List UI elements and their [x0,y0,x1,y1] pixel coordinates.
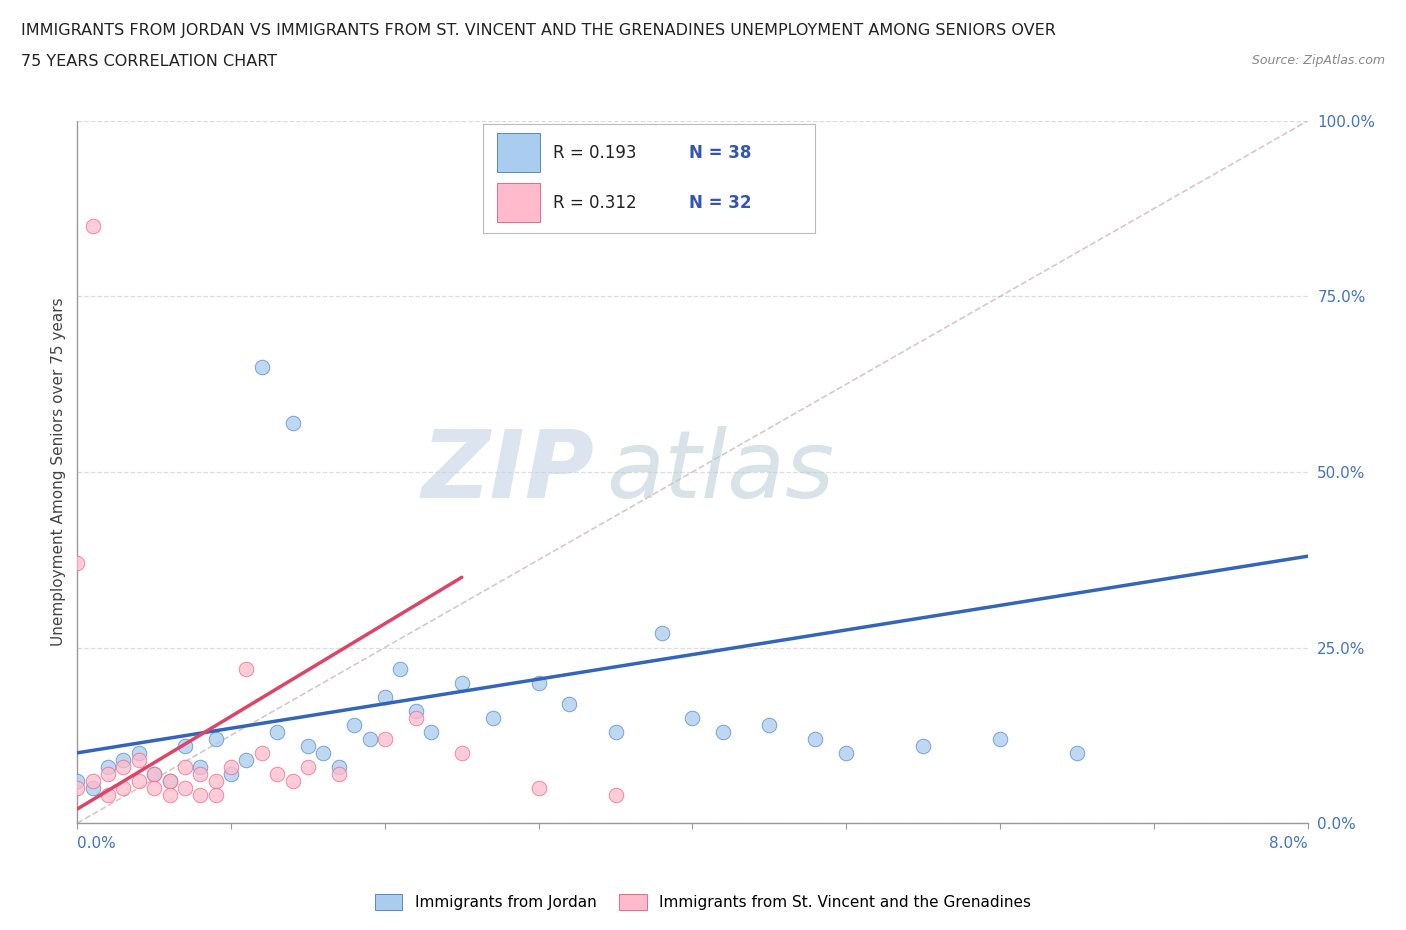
Point [190,760,212,775]
Point [711,724,734,739]
Point [281,416,304,431]
Point [988,731,1011,746]
Point [312,746,335,761]
Point [527,675,550,690]
Text: ZIP: ZIP [422,426,595,518]
Point [174,738,197,753]
Text: 0.0%: 0.0% [77,836,117,851]
Point [174,780,197,795]
Point [204,788,226,803]
Point [758,717,780,732]
Point [159,774,181,789]
Point [450,675,472,690]
Point [235,752,257,767]
Text: 75 YEARS CORRELATION CHART: 75 YEARS CORRELATION CHART [21,54,277,69]
Point [558,697,581,711]
Point [82,780,104,795]
Point [835,746,858,761]
Point [297,760,319,775]
Point [389,661,412,676]
Point [374,689,396,704]
Point [219,760,242,775]
Text: 8.0%: 8.0% [1268,836,1308,851]
Point [281,774,304,789]
Point [682,711,704,725]
Point [112,760,135,775]
Point [481,711,503,725]
Point [204,774,226,789]
Point [359,731,381,746]
Point [190,766,212,781]
Point [405,711,427,725]
Point [174,760,197,775]
Point [97,766,120,781]
Point [605,788,627,803]
Point [128,752,150,767]
Y-axis label: Unemployment Among Seniors over 75 years: Unemployment Among Seniors over 75 years [51,298,66,646]
Point [1066,746,1088,761]
Text: Source: ZipAtlas.com: Source: ZipAtlas.com [1251,54,1385,67]
Point [605,724,627,739]
Point [190,788,212,803]
Point [804,731,827,746]
Point [374,731,396,746]
Point [112,752,135,767]
Point [112,780,135,795]
Point [128,774,150,789]
Point [912,738,935,753]
Point [204,731,226,746]
Point [97,788,120,803]
Point [266,766,288,781]
Point [66,780,89,795]
Point [219,766,242,781]
Point [266,724,288,739]
Legend: Immigrants from Jordan, Immigrants from St. Vincent and the Grenadines: Immigrants from Jordan, Immigrants from … [367,886,1039,918]
Point [328,760,350,775]
Point [143,780,166,795]
Point [343,717,366,732]
Point [328,766,350,781]
Point [66,774,89,789]
Point [159,774,181,789]
Point [159,788,181,803]
Point [97,760,120,775]
Point [66,556,89,571]
Point [143,766,166,781]
Point [143,766,166,781]
Text: atlas: atlas [606,427,835,517]
Point [82,219,104,233]
Point [527,780,550,795]
Point [450,746,472,761]
Point [297,738,319,753]
Point [651,626,673,641]
Point [128,746,150,761]
Point [235,661,257,676]
Point [250,359,273,374]
Point [405,703,427,718]
Point [250,746,273,761]
Text: IMMIGRANTS FROM JORDAN VS IMMIGRANTS FROM ST. VINCENT AND THE GRENADINES UNEMPLO: IMMIGRANTS FROM JORDAN VS IMMIGRANTS FRO… [21,23,1056,38]
Point [82,774,104,789]
Point [420,724,443,739]
